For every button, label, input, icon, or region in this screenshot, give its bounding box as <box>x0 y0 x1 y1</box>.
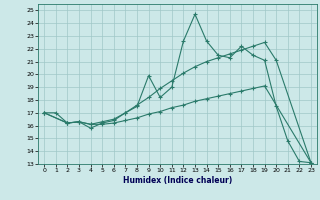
X-axis label: Humidex (Indice chaleur): Humidex (Indice chaleur) <box>123 176 232 185</box>
